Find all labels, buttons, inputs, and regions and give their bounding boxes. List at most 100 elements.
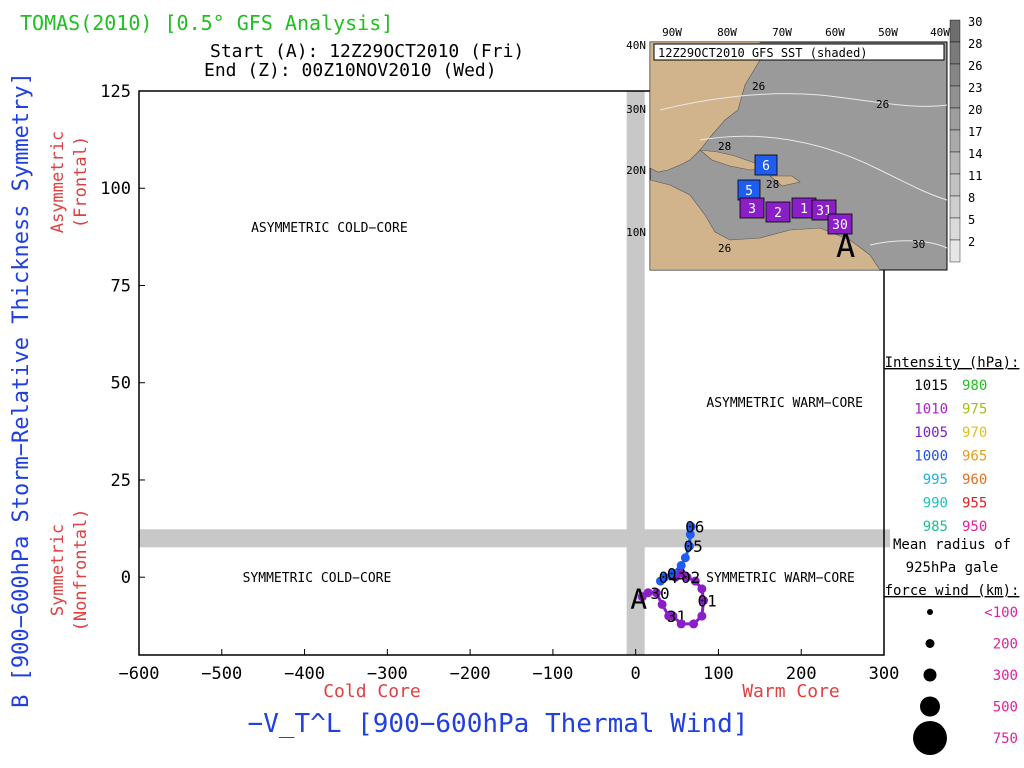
- intensity-value: 950: [962, 519, 987, 535]
- sst-contour-label: 26: [718, 242, 731, 255]
- radius-value: 500: [993, 700, 1018, 716]
- track-date-label: 30: [650, 584, 669, 603]
- track-point: [684, 541, 694, 551]
- track-date-label: 06: [685, 518, 704, 537]
- radius-legend-title-1: Mean radius of: [893, 537, 1011, 553]
- sst-contour-line: [869, 240, 948, 249]
- colorbar-segment: [949, 151, 961, 175]
- colorbar-segment: [949, 63, 961, 87]
- colorbar-label: 26: [968, 59, 982, 73]
- track-point: [697, 584, 707, 594]
- lon-label: 90W: [662, 26, 682, 39]
- intensity-value: 965: [962, 449, 987, 465]
- north-america-landmass: [649, 41, 761, 173]
- colorbar-segment: [949, 129, 961, 153]
- intensity-value: 970: [962, 425, 987, 441]
- end-time-label: End (Z): 00Z10NOV2010 (Wed): [204, 60, 497, 81]
- track-box: 30: [827, 213, 853, 235]
- x-axis-ticks: −600 −500 −400 −300 −200 −100 0 100 200 300: [119, 649, 899, 684]
- colorbar-segment: [949, 41, 961, 65]
- track-date-label: 05: [683, 537, 702, 556]
- intensity-value: 980: [962, 378, 987, 394]
- x-tick-label: −600: [119, 664, 160, 684]
- intensity-value: 990: [923, 496, 948, 512]
- x-tick-label: 0: [631, 664, 641, 684]
- radius-marker: [925, 639, 935, 648]
- track-point: [676, 619, 686, 629]
- y-sublabel-nonfrontal: (Nonfrontal): [71, 509, 91, 632]
- sst-contour-label: 28: [718, 140, 731, 153]
- sst-contour-label: 30: [912, 238, 925, 251]
- y-tick-label: 125: [100, 82, 131, 102]
- y-tick-label: 75: [111, 276, 131, 296]
- sst-contour-line: [699, 135, 948, 201]
- quadrant-label: SYMMETRIC WARM−CORE: [706, 571, 855, 586]
- y-axis-label: B [900−600hPa Storm−Relative Thickness S…: [9, 72, 34, 708]
- inset-title-box: [653, 43, 945, 61]
- track-point: [690, 576, 700, 586]
- colorbar-label: 23: [968, 81, 982, 95]
- track-point: [643, 588, 653, 598]
- inset-title: 12Z29OCT2010 GFS SST (shaded): [658, 46, 868, 60]
- inset-track-boxes: 6 5 3 2 1 31 30: [737, 154, 853, 235]
- lat-label: 20N: [626, 164, 646, 177]
- y-axis-ticks: 0 25 50 75 100 125: [100, 82, 145, 588]
- track-point: [651, 588, 661, 598]
- y-sublabel-symmetric: Symmetric: [48, 524, 68, 616]
- track-point: [685, 529, 695, 539]
- sst-inset-map: 26 26 28 28 26 30 90W 80W 70W 60W 50W 40…: [626, 15, 982, 271]
- colorbar-label: 11: [968, 169, 982, 183]
- svg-text:1: 1: [800, 202, 808, 217]
- radius-legend-title-2: 925hPa gale: [906, 560, 999, 576]
- x-tick-label: −300: [367, 664, 408, 684]
- y-tick-label: 0: [121, 568, 131, 588]
- radius-value: 300: [993, 668, 1018, 684]
- radius-marker: [927, 609, 933, 615]
- track-point: [699, 596, 709, 606]
- lon-label: 60W: [825, 26, 845, 39]
- sst-contour-label: 26: [752, 80, 765, 93]
- quadrant-label: ASYMMETRIC WARM−CORE: [706, 396, 863, 411]
- radius-rows: <100 200 300 500 750: [913, 605, 1018, 755]
- lon-label: 50W: [878, 26, 898, 39]
- radius-marker: [913, 721, 947, 755]
- intensity-value: 955: [962, 496, 987, 512]
- colorbar-label: 30: [968, 15, 982, 29]
- hispaniola-landmass: [769, 175, 801, 187]
- start-time-label: Start (A): 12Z29OCT2010 (Fri): [210, 41, 524, 62]
- svg-text:2: 2: [774, 206, 782, 221]
- svg-text:5: 5: [745, 184, 753, 199]
- colorbar-label: 20: [968, 103, 982, 117]
- south-america-landmass: [649, 179, 881, 271]
- quadrant-label: SYMMETRIC COLD−CORE: [243, 571, 392, 586]
- y-sublabel-frontal: (Frontal): [71, 136, 91, 228]
- colorbar-label: 28: [968, 37, 982, 51]
- x-axis-label: −V_T^L [900−600hPa Thermal Wind]: [248, 709, 749, 739]
- colorbar-segment: [949, 217, 961, 241]
- intensity-value: 985: [923, 519, 948, 535]
- plot-frame: [138, 90, 885, 656]
- zero-thermal-wind-band: [626, 91, 645, 655]
- radius-marker: [923, 668, 937, 682]
- track-point: [686, 522, 696, 532]
- track-point: [676, 561, 686, 571]
- track-box: 5: [737, 179, 761, 201]
- track-point: [660, 572, 670, 582]
- colorbar-label: 2: [968, 235, 975, 249]
- sst-colorbar: 30 28 26 23 20 17 14 11 8 5 2: [949, 15, 982, 263]
- y-sublabel-asymmetric: Asymmetric: [48, 131, 68, 233]
- intensity-value: 1015: [914, 378, 948, 394]
- lon-label: 80W: [717, 26, 737, 39]
- b-threshold-band: [139, 529, 890, 548]
- y-tick-label: 100: [100, 179, 131, 199]
- colorbar-segment: [949, 107, 961, 131]
- colorbar-label: 5: [968, 213, 975, 227]
- sst-contour-labels: 26 26 28 28 26 30: [718, 80, 925, 255]
- track-date-label: 02: [681, 568, 700, 587]
- track-point: [680, 553, 690, 563]
- intensity-value: 975: [962, 402, 987, 418]
- colorbar-label: 17: [968, 125, 982, 139]
